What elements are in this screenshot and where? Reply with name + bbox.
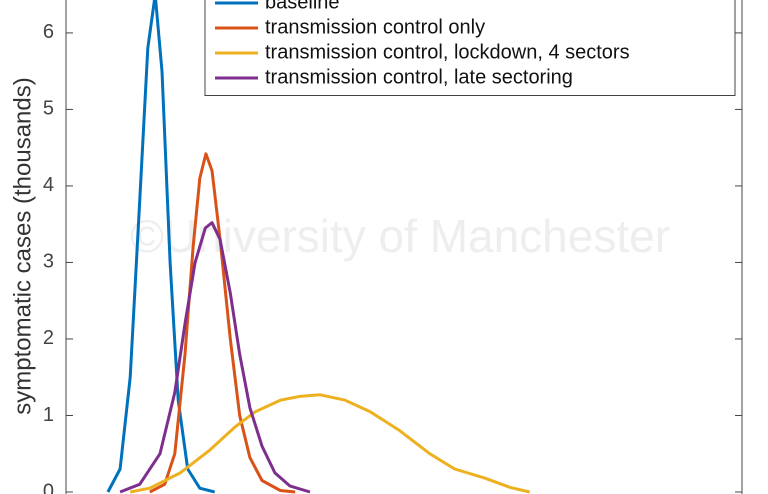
legend-label: transmission control, late sectoring	[265, 66, 573, 88]
legend-label: transmission control only	[265, 16, 485, 38]
line	[119, 221, 311, 494]
y-tick-label: 1	[43, 404, 54, 426]
y-tick-label: 2	[43, 327, 54, 349]
y-axis-label: symptomatic cases (thousands)	[9, 77, 36, 414]
legend-label: transmission control, lockdown, 4 sector…	[265, 41, 630, 63]
legend-box	[204, 0, 736, 96]
line	[129, 393, 531, 494]
y-tick-label: 6	[43, 21, 54, 43]
y-tick-label: 0	[43, 480, 54, 494]
line	[149, 152, 296, 494]
watermark: ©University of Manchester	[130, 210, 670, 262]
legend-label: baseline	[265, 0, 340, 13]
y-tick-label: 5	[43, 98, 54, 120]
y-tick-label: 3	[43, 251, 54, 273]
line	[106, 0, 216, 494]
y-tick-label: 4	[43, 174, 54, 196]
